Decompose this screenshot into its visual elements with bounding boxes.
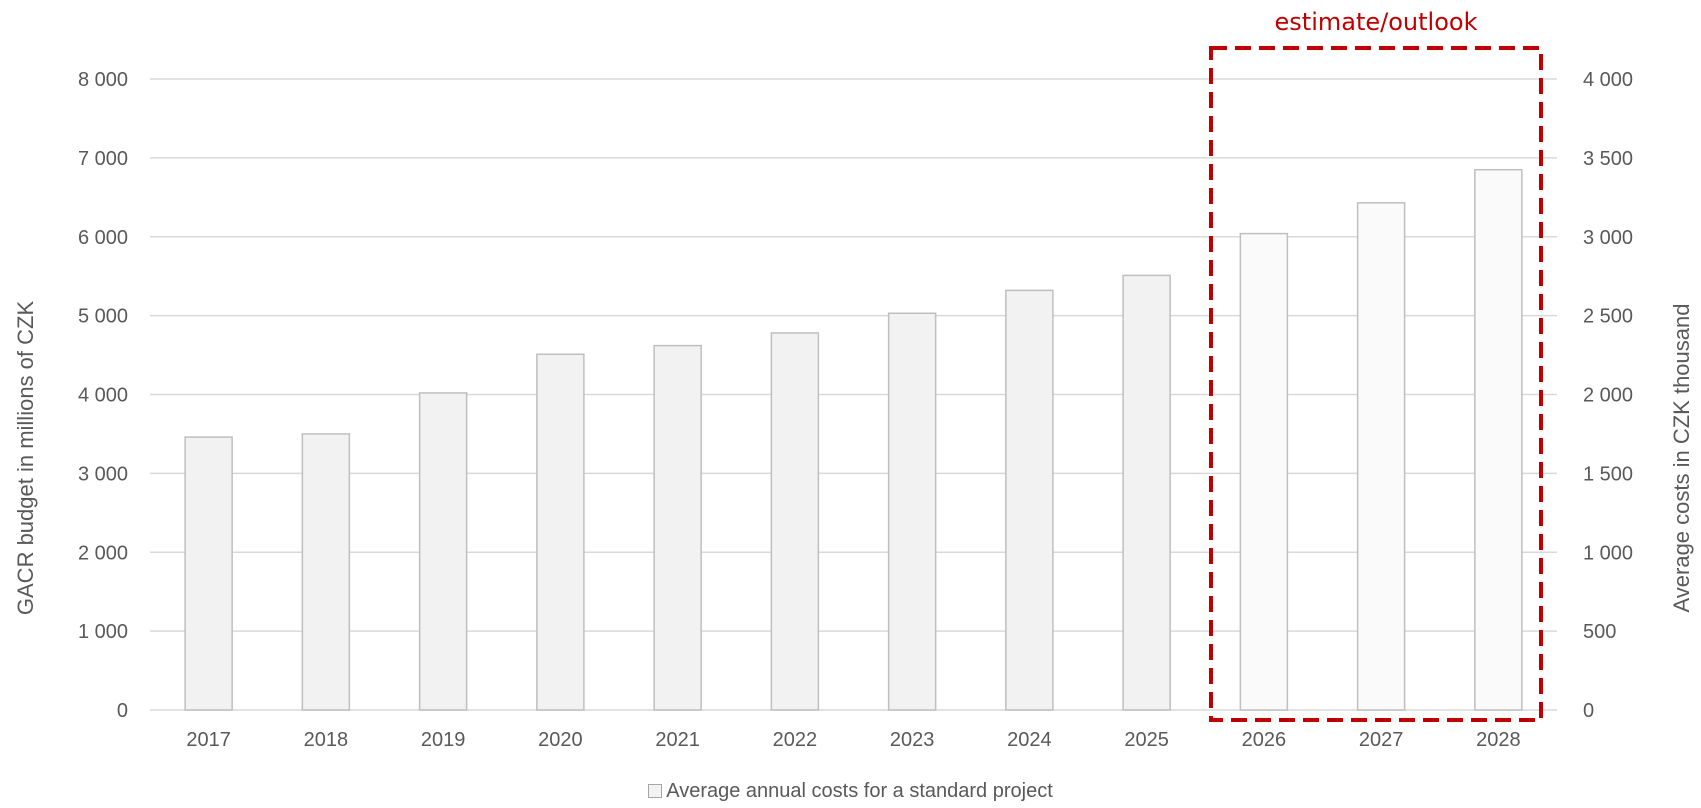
left-axis-title: GACR budget in millions of CZK: [13, 301, 38, 616]
x-tick-label: 2026: [1242, 729, 1287, 751]
left-tick-label: 5 000: [78, 306, 128, 328]
right-axis-ticks: 0 500 1 000 1 500 2 000 2 500 3 000 3 500 4 000: [1583, 69, 1633, 722]
x-tick-label: 2028: [1476, 729, 1521, 751]
x-tick-label: 2027: [1359, 729, 1404, 751]
bar-2020: [536, 353, 585, 711]
bar-2019: [418, 392, 468, 711]
right-tick-label: 4 000: [1583, 69, 1633, 91]
x-axis-ticks: 2017 2018 2019 2020 2021 2022 2023 2024 2025 2026…: [186, 729, 1520, 751]
x-tick-label: 2024: [1007, 729, 1052, 751]
right-tick-label: 3 500: [1583, 148, 1633, 170]
x-tick-label: 2023: [890, 729, 935, 751]
left-tick-label: 2 000: [78, 542, 128, 564]
legend-swatch: [648, 784, 663, 798]
x-tick-label: 2022: [773, 729, 818, 751]
bar-2028: [1474, 168, 1523, 711]
x-tick-label: 2025: [1124, 729, 1169, 751]
bar-2023: [887, 312, 937, 711]
right-tick-label: 1 500: [1583, 463, 1633, 485]
left-tick-label: 3 000: [78, 463, 128, 485]
x-tick-label: 2021: [655, 729, 700, 751]
x-tick-label: 2020: [538, 729, 583, 751]
bar-2027: [1356, 202, 1406, 711]
left-tick-label: 8 000: [78, 69, 128, 91]
x-tick-label: 2017: [186, 729, 231, 751]
bar-2017: [184, 436, 233, 711]
bar-2026: [1239, 232, 1289, 711]
gridlines: [150, 78, 1557, 711]
legend-label: Average annual costs for a standard proj…: [666, 780, 1053, 802]
right-tick-label: 1 000: [1583, 542, 1633, 564]
right-tick-label: 500: [1583, 621, 1616, 643]
bar-2021: [653, 344, 702, 711]
right-tick-label: 2 000: [1583, 385, 1633, 407]
left-tick-label: 7 000: [78, 148, 128, 170]
right-tick-label: 0: [1583, 700, 1594, 722]
left-tick-label: 4 000: [78, 385, 128, 407]
x-tick-label: 2019: [421, 729, 466, 751]
x-tick-label: 2018: [304, 729, 349, 751]
bar-2024: [1005, 289, 1054, 711]
right-tick-label: 3 000: [1583, 227, 1633, 249]
left-tick-label: 6 000: [78, 227, 128, 249]
bar-2025: [1122, 274, 1171, 711]
left-axis-ticks: 0 1 000 2 000 3 000 4 000 5 000 6 000 7 000 8 00…: [78, 69, 128, 722]
bars: [184, 168, 1523, 711]
right-tick-label: 2 500: [1583, 306, 1633, 328]
left-tick-label: 1 000: [78, 621, 128, 643]
bar-2022: [770, 332, 820, 711]
bar-2018: [301, 433, 351, 711]
right-axis-title: Average costs in CZK thousand: [1669, 304, 1694, 613]
estimate-outlook-box: [1209, 46, 1543, 722]
left-tick-label: 0: [117, 700, 128, 722]
estimate-outlook-label: estimate/outlook: [1275, 8, 1478, 36]
legend: Average annual costs for a standard proj…: [0, 780, 1701, 803]
